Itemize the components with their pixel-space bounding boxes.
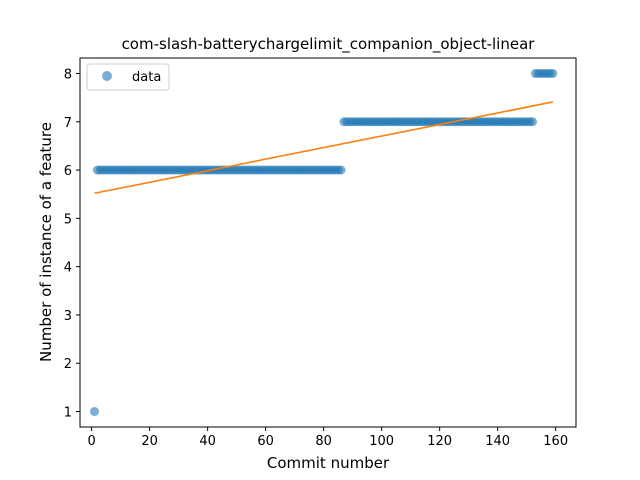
- fit-line: [94, 101, 553, 195]
- y-tick-label: 8: [64, 67, 72, 82]
- data-point: [527, 117, 537, 127]
- x-axis-label: Commit number: [267, 454, 390, 472]
- axes-ticks: 0 20 40 60 80 100 120 140 160 1 2 3 4 5 6 7 8: [64, 67, 568, 449]
- data-point: [90, 407, 100, 417]
- x-tick-label: 100: [369, 434, 394, 449]
- x-tick-label: 60: [257, 434, 274, 449]
- y-axis-label: Number of instance of a feature: [37, 122, 55, 362]
- legend-box: [86, 63, 170, 91]
- legend-label-data: data: [132, 70, 161, 85]
- plot-frame: [79, 57, 577, 428]
- x-tick-label: 140: [485, 434, 510, 449]
- data-point: [336, 165, 346, 175]
- x-tick-label: 80: [315, 434, 332, 449]
- data-point: [548, 68, 558, 78]
- x-tick-label: 20: [141, 434, 158, 449]
- y-tick-label: 5: [64, 212, 72, 227]
- y-tick-label: 3: [64, 309, 72, 324]
- plot-area: [90, 68, 558, 417]
- legend-marker-data: [102, 71, 112, 81]
- legend: data: [86, 63, 170, 91]
- x-tick-label: 120: [427, 434, 452, 449]
- x-tick-label: 0: [87, 434, 95, 449]
- chart-title: com-slash-batterychargelimit_companion_o…: [122, 35, 536, 54]
- y-tick-label: 4: [64, 261, 72, 276]
- y-tick-label: 6: [64, 164, 72, 179]
- y-tick-label: 2: [64, 357, 72, 372]
- y-tick-label: 1: [64, 406, 72, 421]
- x-tick-label: 160: [543, 434, 568, 449]
- x-tick-label: 40: [199, 434, 216, 449]
- y-tick-label: 7: [64, 116, 72, 131]
